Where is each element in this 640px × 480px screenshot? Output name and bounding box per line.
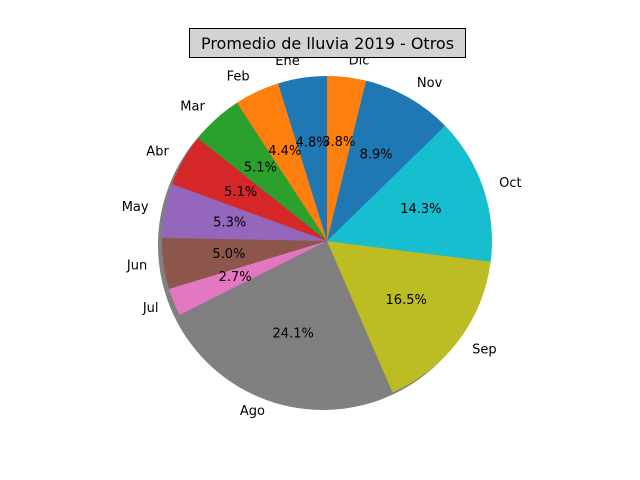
percent-label-dic: 3.8% <box>322 135 355 150</box>
category-label-jul: Jul <box>142 301 159 316</box>
percent-label-may: 5.3% <box>213 215 246 230</box>
percent-label-ene: 4.8% <box>296 136 329 151</box>
wedge-abr <box>172 138 327 241</box>
wedge-nov <box>327 80 446 242</box>
percent-label-nov: 8.9% <box>360 148 393 163</box>
percent-label-feb: 4.4% <box>268 144 301 159</box>
wedge-may <box>162 184 327 241</box>
wedge-mar <box>197 102 327 241</box>
wedge-jun <box>162 237 327 290</box>
percent-label-jun: 5.0% <box>212 247 245 262</box>
pie-wedges <box>162 76 493 406</box>
category-label-feb: Feb <box>227 69 250 84</box>
category-label-oct: Oct <box>499 176 521 191</box>
category-label-sep: Sep <box>472 343 497 358</box>
wedge-oct <box>327 125 493 262</box>
percent-label-oct: 14.3% <box>400 202 441 217</box>
wedge-jul <box>169 241 327 315</box>
category-label-may: May <box>122 200 149 215</box>
percent-label-jul: 2.7% <box>219 270 252 285</box>
category-label-abr: Abr <box>146 145 169 160</box>
percent-label-sep: 16.5% <box>386 293 427 308</box>
category-label-ago: Ago <box>240 404 265 419</box>
wedge-ene <box>277 76 327 241</box>
percent-label-abr: 5.1% <box>224 185 257 200</box>
category-label-mar: Mar <box>180 99 205 114</box>
wedge-feb <box>236 83 327 241</box>
wedge-sep <box>327 241 491 393</box>
wedge-dic <box>327 76 367 241</box>
category-label-jun: Jun <box>126 259 147 274</box>
percent-label-mar: 5.1% <box>244 160 277 175</box>
percent-label-ago: 24.1% <box>273 327 314 342</box>
chart-title: Promedio de lluvia 2019 - Otros <box>189 28 466 58</box>
pie-percent-labels: 4.8%4.4%5.1%5.1%5.3%5.0%2.7%24.1%16.5%14… <box>212 135 441 341</box>
wedge-ago <box>179 241 393 406</box>
category-label-nov: Nov <box>417 76 443 91</box>
